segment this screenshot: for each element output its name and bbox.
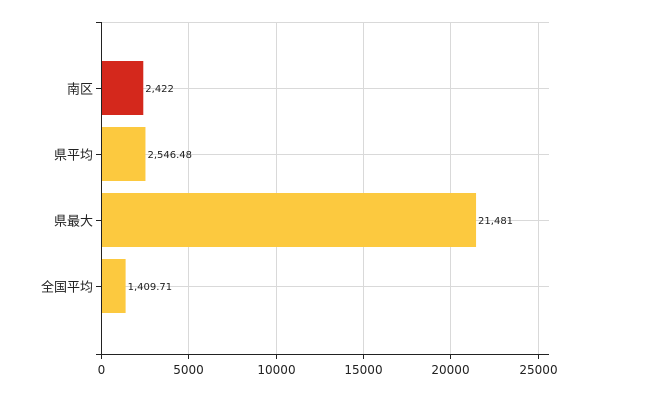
category-label: 県平均	[54, 149, 93, 164]
bar-value-label: 2,422	[145, 84, 174, 95]
x-tick-label: 10000	[257, 363, 295, 377]
bar-value-label: 21,481	[478, 216, 513, 227]
axes	[96, 22, 549, 359]
x-tick-label: 20000	[431, 363, 469, 377]
bar	[101, 127, 146, 181]
bar-value-label: 1,409.71	[128, 282, 173, 293]
bar	[101, 61, 144, 115]
gridlines	[96, 22, 549, 354]
x-tick-label: 0	[98, 363, 106, 377]
x-tick-label: 25000	[519, 363, 557, 377]
bar-value-label: 2,546.48	[147, 150, 192, 161]
category-label: 全国平均	[41, 280, 93, 296]
x-tick-label: 5000	[173, 363, 204, 377]
category-label: 県最大	[54, 215, 93, 230]
labels: 0 5000 10000 15000 20000 25000 2,422 2,546.48 21…	[41, 82, 558, 378]
x-tick-label: 15000	[344, 363, 382, 377]
category-label: 南区	[67, 82, 93, 98]
bar	[101, 259, 126, 313]
bar	[101, 193, 477, 247]
bars	[101, 61, 477, 313]
